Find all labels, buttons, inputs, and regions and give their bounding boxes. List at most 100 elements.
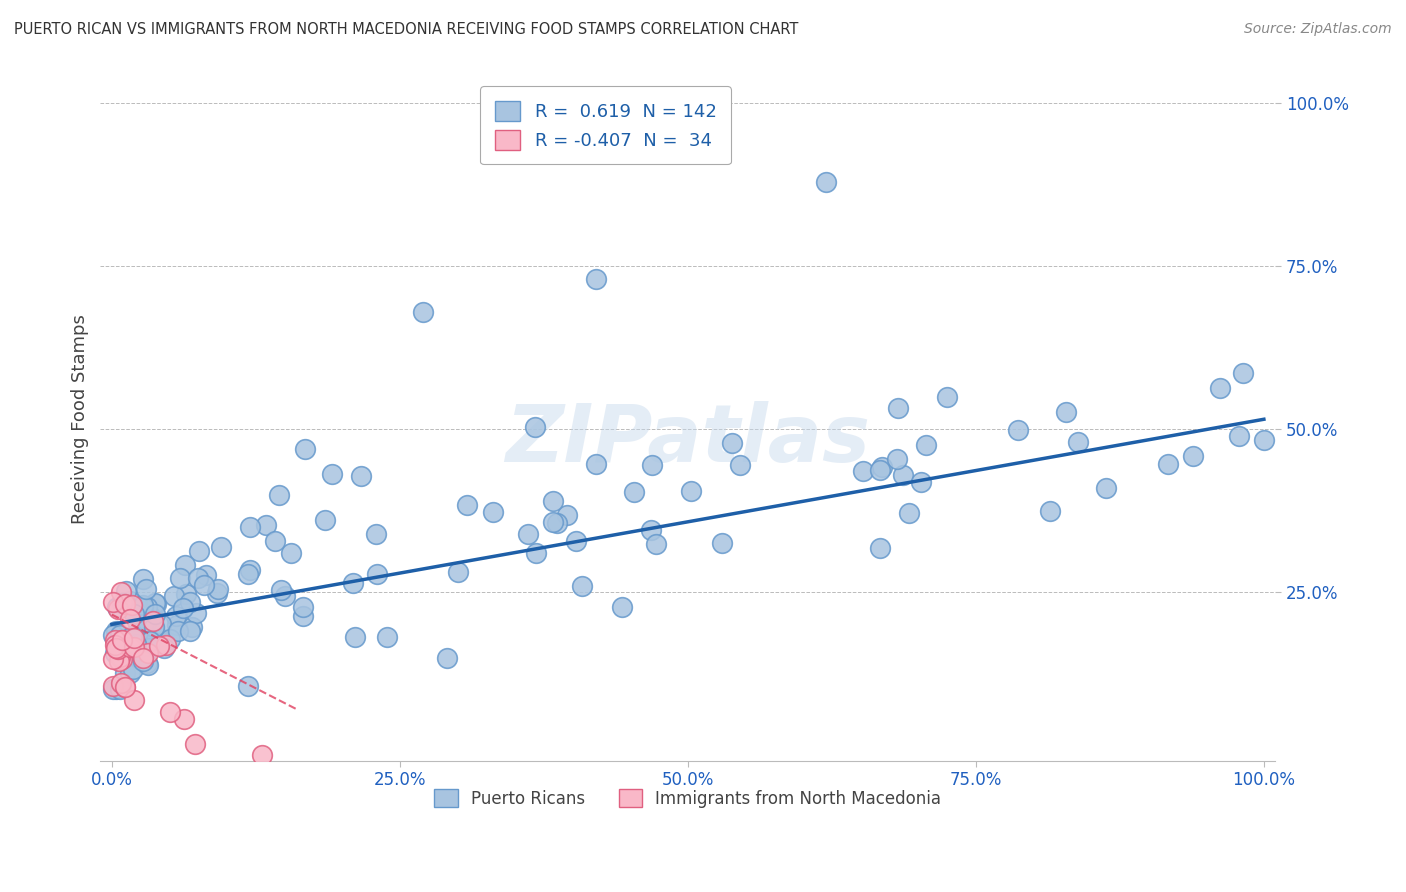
Point bbox=[128, 613, 150, 627]
Point bbox=[870, 460, 893, 475]
Point bbox=[134, 612, 156, 626]
Point bbox=[103, 679, 125, 693]
Point bbox=[114, 680, 136, 694]
Point bbox=[254, 518, 277, 533]
Point bbox=[148, 639, 170, 653]
Point bbox=[174, 586, 197, 600]
Point bbox=[174, 558, 197, 573]
Point bbox=[117, 641, 139, 656]
Point bbox=[1232, 366, 1254, 380]
Point bbox=[897, 506, 920, 520]
Point bbox=[103, 594, 125, 608]
Point bbox=[270, 582, 292, 597]
Point bbox=[1209, 381, 1232, 395]
Point bbox=[120, 666, 142, 681]
Point bbox=[108, 649, 131, 664]
Point bbox=[149, 617, 172, 632]
Point bbox=[350, 468, 373, 483]
Point bbox=[136, 631, 159, 645]
Point bbox=[412, 305, 434, 319]
Point bbox=[122, 693, 145, 707]
Point bbox=[120, 640, 142, 655]
Point bbox=[187, 571, 209, 585]
Point bbox=[105, 642, 128, 657]
Point bbox=[1067, 435, 1090, 450]
Point bbox=[107, 601, 129, 615]
Point bbox=[155, 638, 177, 652]
Point bbox=[1157, 457, 1180, 471]
Point bbox=[179, 624, 201, 639]
Point bbox=[136, 658, 159, 673]
Point bbox=[135, 600, 157, 615]
Point bbox=[887, 401, 910, 415]
Point bbox=[111, 652, 134, 666]
Point bbox=[280, 546, 302, 560]
Point bbox=[209, 540, 232, 554]
Point bbox=[936, 390, 959, 404]
Point bbox=[1054, 405, 1077, 419]
Point bbox=[110, 584, 132, 599]
Legend: Puerto Ricans, Immigrants from North Macedonia: Puerto Ricans, Immigrants from North Mac… bbox=[427, 782, 948, 814]
Point bbox=[122, 645, 145, 659]
Point bbox=[143, 620, 166, 634]
Point bbox=[314, 513, 336, 527]
Point bbox=[1095, 481, 1118, 495]
Point bbox=[165, 609, 187, 624]
Point bbox=[623, 485, 645, 500]
Point bbox=[239, 563, 262, 577]
Point bbox=[294, 442, 316, 456]
Point bbox=[1007, 423, 1029, 437]
Point bbox=[101, 682, 124, 697]
Point bbox=[111, 633, 134, 648]
Point bbox=[146, 630, 169, 644]
Point bbox=[132, 572, 155, 586]
Point bbox=[114, 597, 136, 611]
Point bbox=[114, 584, 136, 599]
Point bbox=[184, 737, 207, 751]
Point bbox=[104, 633, 127, 648]
Point bbox=[121, 599, 143, 613]
Point bbox=[343, 631, 366, 645]
Point bbox=[166, 618, 188, 632]
Point bbox=[640, 458, 662, 472]
Point bbox=[132, 650, 155, 665]
Point bbox=[104, 647, 127, 661]
Point bbox=[194, 568, 217, 582]
Point bbox=[153, 636, 176, 650]
Point bbox=[110, 682, 132, 697]
Point bbox=[139, 633, 162, 648]
Point bbox=[366, 526, 388, 541]
Point bbox=[645, 537, 668, 551]
Point bbox=[122, 640, 145, 655]
Point bbox=[107, 599, 129, 614]
Point bbox=[188, 544, 211, 558]
Point bbox=[142, 614, 165, 628]
Point bbox=[291, 599, 314, 614]
Text: Source: ZipAtlas.com: Source: ZipAtlas.com bbox=[1244, 22, 1392, 37]
Point bbox=[172, 601, 194, 615]
Point bbox=[610, 599, 633, 614]
Point bbox=[728, 458, 751, 472]
Point bbox=[118, 612, 141, 626]
Point bbox=[238, 566, 260, 581]
Point bbox=[152, 640, 174, 655]
Point bbox=[292, 608, 315, 623]
Y-axis label: Receiving Food Stamps: Receiving Food Stamps bbox=[72, 314, 89, 524]
Point bbox=[159, 706, 181, 720]
Point bbox=[122, 642, 145, 657]
Point bbox=[128, 651, 150, 665]
Point bbox=[118, 594, 141, 608]
Point bbox=[711, 536, 734, 550]
Point bbox=[127, 624, 149, 639]
Point bbox=[236, 679, 259, 693]
Point bbox=[103, 628, 125, 642]
Point bbox=[167, 624, 190, 638]
Point bbox=[173, 712, 195, 726]
Point bbox=[108, 628, 131, 642]
Point bbox=[110, 676, 132, 690]
Point bbox=[124, 607, 146, 621]
Point bbox=[108, 650, 131, 665]
Point bbox=[447, 565, 470, 579]
Point bbox=[125, 637, 148, 651]
Point bbox=[132, 615, 155, 630]
